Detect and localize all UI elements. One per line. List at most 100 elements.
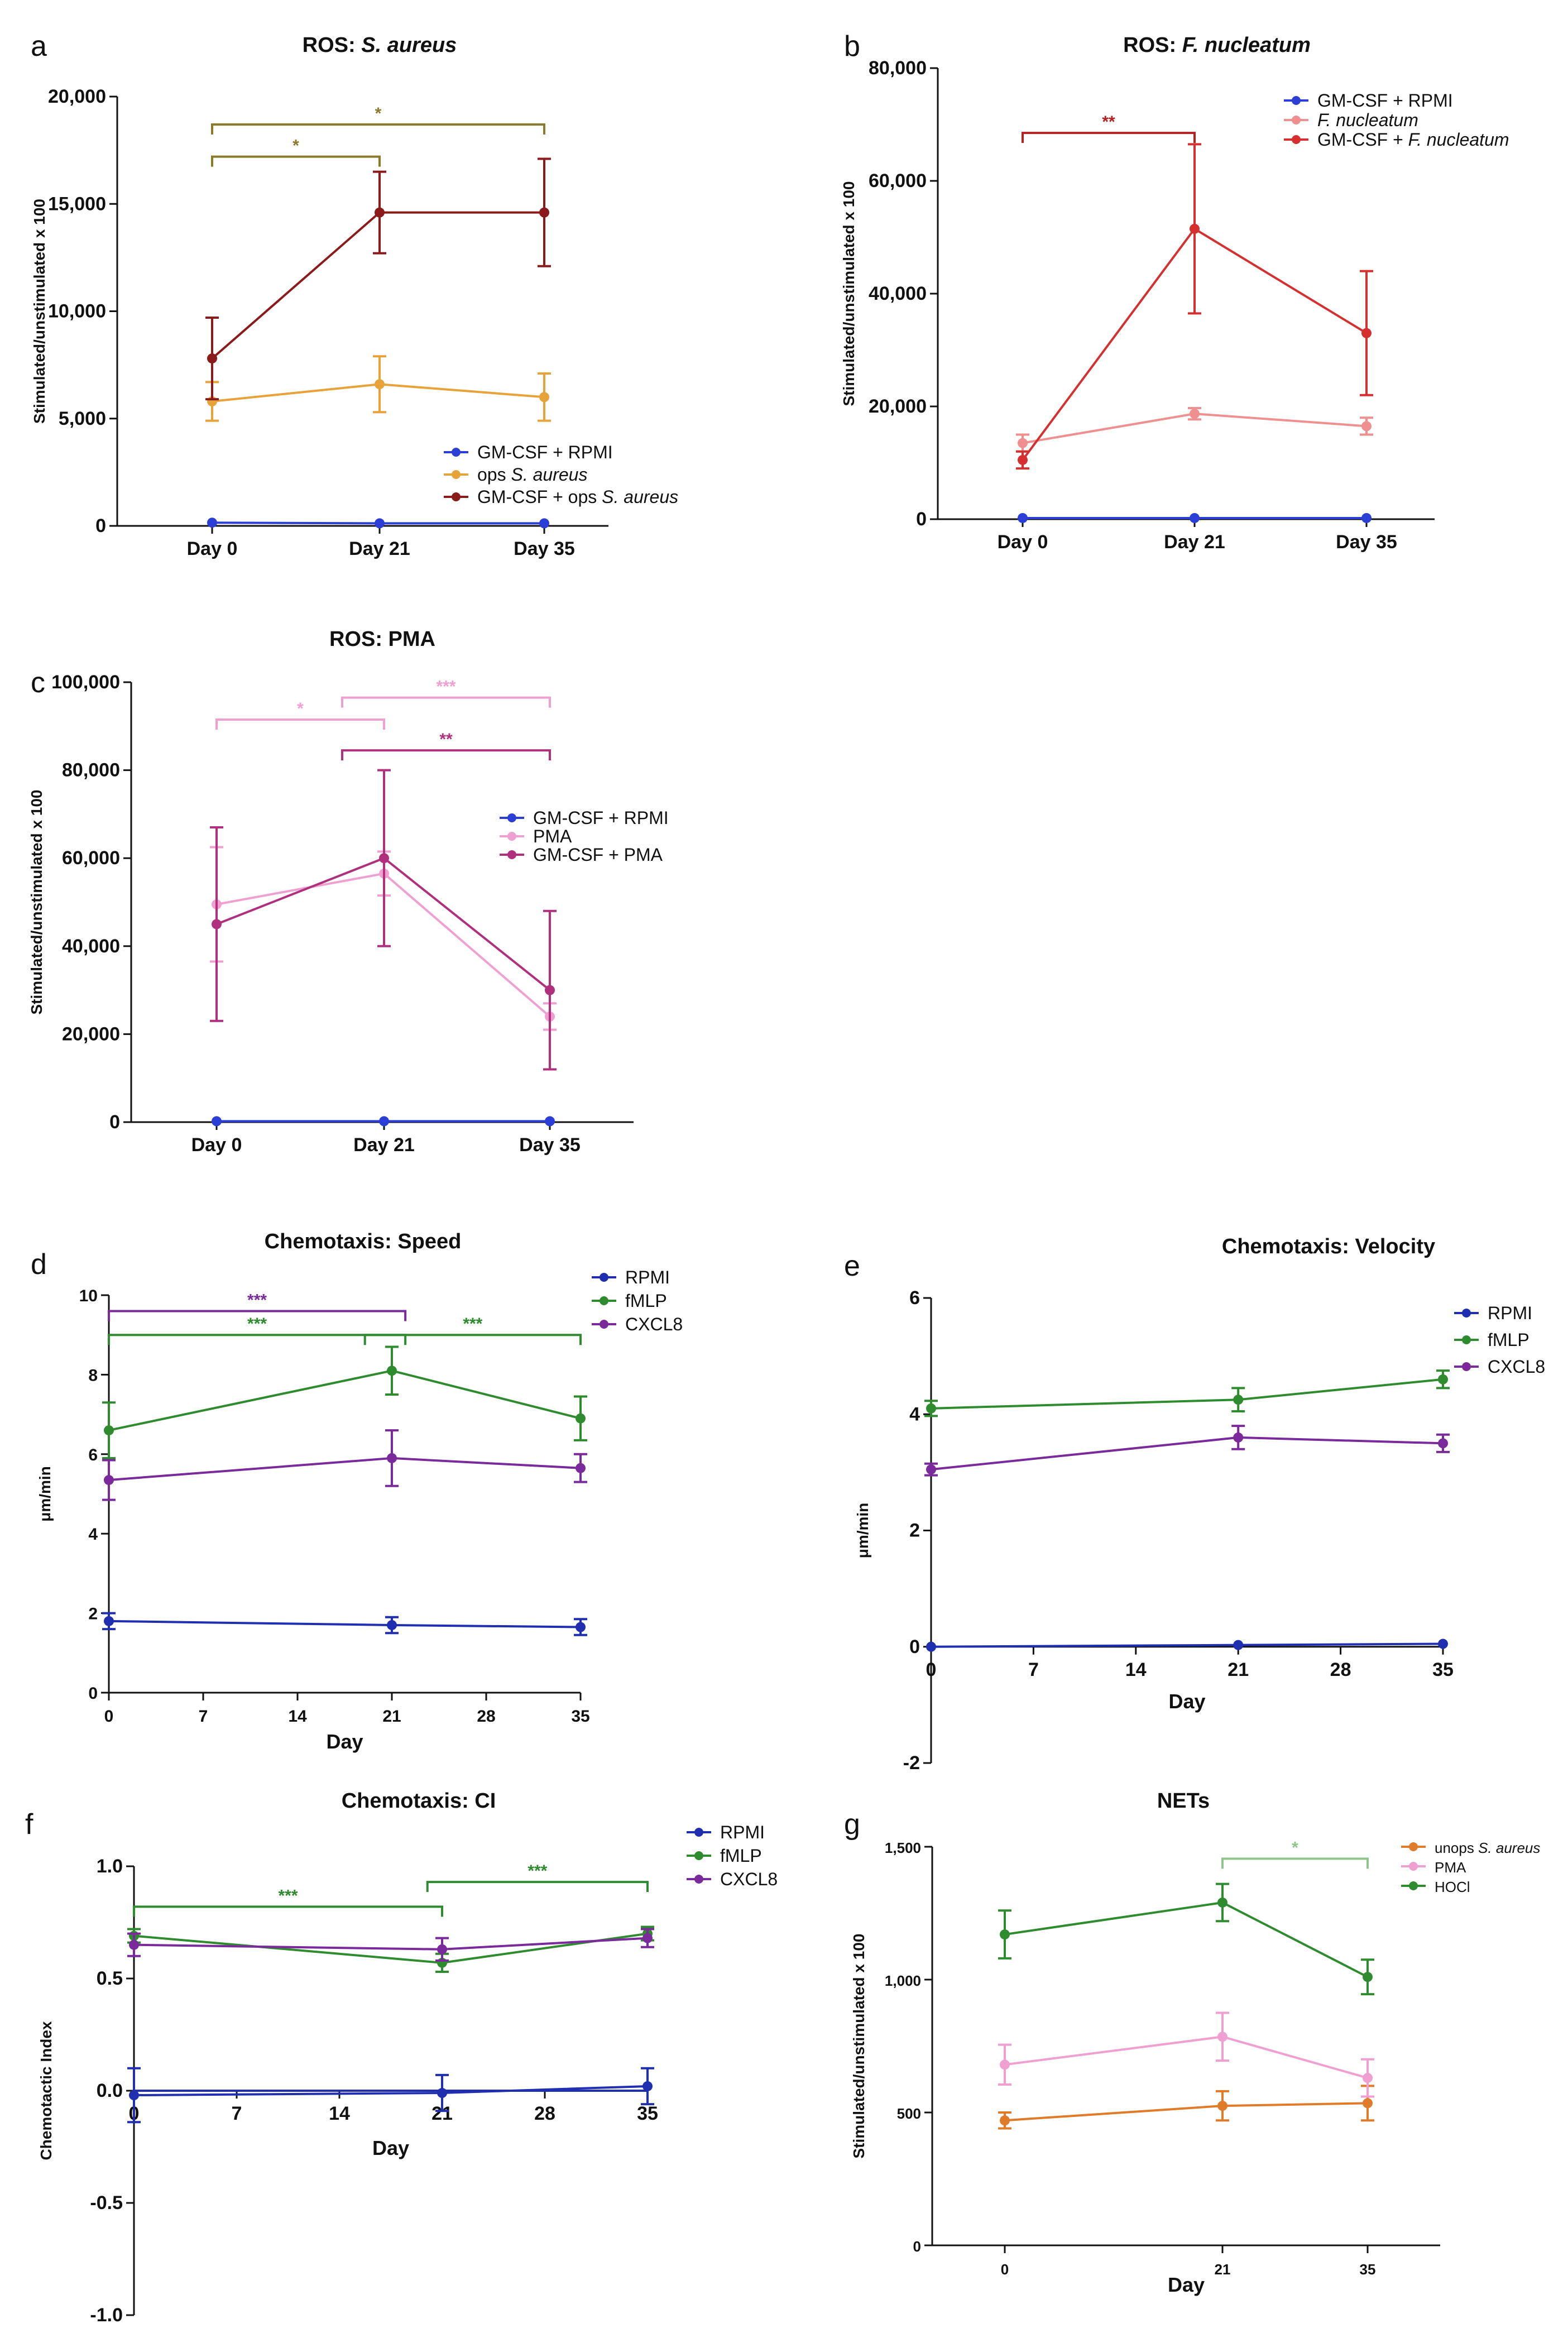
x-tick-label: 0 bbox=[104, 1707, 114, 1726]
data-point bbox=[1438, 1374, 1448, 1385]
series-line bbox=[108, 1620, 581, 1628]
x-tick-label: 0 bbox=[926, 1659, 937, 1680]
x-tick-label: Day 21 bbox=[349, 538, 410, 559]
x-tick-label: 35 bbox=[571, 1707, 589, 1726]
data-point bbox=[642, 1933, 653, 1943]
chart-title-text: ROS: PMA bbox=[329, 627, 435, 651]
y-tick-label: 4 bbox=[909, 1403, 920, 1425]
x-tick-label: Day 35 bbox=[514, 538, 575, 559]
legend-label-part: S. aureus bbox=[511, 464, 587, 485]
data-point bbox=[104, 1616, 114, 1626]
data-point bbox=[576, 1622, 586, 1632]
chart-title: Chemotaxis: Speed bbox=[265, 1230, 462, 1253]
panel-b: b ROS: F. nucleatum 0 20,000 40,000 60,000 80,… bbox=[840, 30, 1509, 553]
y-tick-label: 0.5 bbox=[97, 1968, 123, 1989]
chart-title: Chemotaxis: Velocity bbox=[1222, 1235, 1435, 1258]
series-line bbox=[108, 1457, 581, 1482]
data-point bbox=[375, 379, 385, 390]
y-tick-label: 0 bbox=[95, 515, 106, 536]
y-tick-label: 1.0 bbox=[97, 1856, 123, 1877]
x-tick-label: 28 bbox=[1330, 1659, 1351, 1680]
x-tick-label: 7 bbox=[232, 2103, 242, 2124]
series-line bbox=[931, 1436, 1444, 1471]
data-point bbox=[539, 392, 549, 403]
y-tick-label: 40,000 bbox=[62, 936, 120, 957]
legend-swatch-marker bbox=[1292, 96, 1301, 105]
chart-title-text: ROS: bbox=[303, 33, 362, 57]
data-point bbox=[387, 1620, 397, 1630]
panel-a: a ROS: S. aureus 0 5,000 10,000 15,000 20,000 D… bbox=[31, 30, 678, 559]
legend-label: fMLP bbox=[625, 1291, 667, 1311]
significance-bracket bbox=[108, 1334, 407, 1345]
y-tick-label: 80,000 bbox=[62, 760, 120, 781]
x-tick-label: 14 bbox=[288, 1707, 307, 1726]
y-tick-label: 0 bbox=[909, 1636, 920, 1657]
x-tick-label: 0 bbox=[1001, 2261, 1009, 2278]
significance-label: ** bbox=[1102, 113, 1115, 131]
data-point bbox=[104, 1425, 114, 1436]
chart-title-italic: F. nucleatum bbox=[1182, 33, 1311, 57]
significance-bracket bbox=[363, 1334, 582, 1345]
data-point bbox=[926, 1641, 936, 1652]
x-tick-label: Day 21 bbox=[1164, 531, 1225, 553]
legend-swatch-marker bbox=[452, 448, 461, 457]
panel-d: d Chemotaxis: Speed 0 2 4 6 8 10 0 7 14 21 28 35 Day μm… bbox=[31, 1230, 683, 1753]
series-line bbox=[211, 211, 544, 360]
panel-letter: e bbox=[844, 1250, 860, 1282]
panel-letter: d bbox=[31, 1248, 47, 1281]
legend-label-part: PMA bbox=[1435, 1859, 1466, 1876]
x-tick-label: 14 bbox=[329, 2103, 350, 2124]
legend-swatch-marker bbox=[600, 1296, 608, 1305]
legend-swatch-marker bbox=[507, 813, 516, 822]
data-point bbox=[379, 853, 389, 864]
significance-bracket bbox=[1022, 132, 1196, 143]
legend-swatch-marker bbox=[1292, 135, 1301, 144]
data-point bbox=[545, 985, 555, 995]
x-axis-label: Day bbox=[1168, 2273, 1205, 2296]
significance-bracket bbox=[341, 749, 551, 761]
data-point bbox=[437, 2088, 447, 2099]
x-tick-label: Day 21 bbox=[353, 1134, 415, 1156]
significance-bracket bbox=[211, 155, 381, 167]
legend-swatch-marker bbox=[694, 1851, 703, 1860]
data-point bbox=[1363, 2073, 1373, 2083]
series-line bbox=[1004, 2035, 1368, 2080]
x-tick-label: Day 0 bbox=[187, 538, 238, 559]
significance-label: * bbox=[292, 137, 299, 155]
y-tick-label: -2 bbox=[903, 1752, 920, 1774]
x-tick-label: 21 bbox=[1215, 2261, 1231, 2278]
x-tick-label: 7 bbox=[1028, 1659, 1039, 1680]
y-tick-label: 20,000 bbox=[869, 396, 927, 417]
legend-label-part: fMLP bbox=[720, 1846, 762, 1866]
legend-label-part: GM-CSF + bbox=[1317, 130, 1408, 150]
data-point bbox=[1361, 328, 1372, 338]
legend-label-part: CXCL8 bbox=[625, 1314, 683, 1334]
significance-bracket bbox=[108, 1310, 407, 1321]
legend-swatch-marker bbox=[600, 1273, 608, 1282]
y-axis-label: Chemotactic Index bbox=[37, 2021, 55, 2160]
panel-letter: f bbox=[25, 1808, 33, 1841]
y-tick-label: -1.0 bbox=[90, 2305, 123, 2326]
legend-label: HOCl bbox=[1435, 1879, 1470, 1895]
data-point bbox=[1438, 1438, 1448, 1449]
legend-swatch-marker bbox=[1292, 116, 1301, 124]
significance-bracket bbox=[1221, 1857, 1369, 1869]
data-point bbox=[642, 2081, 653, 2091]
data-point bbox=[1018, 438, 1028, 448]
legend-label-part: fMLP bbox=[1488, 1330, 1529, 1350]
y-tick-label: -0.5 bbox=[90, 2192, 123, 2214]
significance-label: * bbox=[1292, 1838, 1298, 1857]
x-tick-label: 35 bbox=[1360, 2261, 1376, 2278]
y-tick-label: 2 bbox=[909, 1520, 920, 1541]
legend-label-part: CXCL8 bbox=[1488, 1357, 1545, 1377]
significance-bracket bbox=[215, 718, 385, 730]
data-point bbox=[375, 518, 385, 529]
y-tick-label: 15,000 bbox=[48, 193, 106, 214]
data-point bbox=[1233, 1395, 1244, 1405]
legend-label: CXCL8 bbox=[720, 1869, 778, 1889]
data-point bbox=[1190, 223, 1200, 234]
legend-label-part: fMLP bbox=[625, 1291, 667, 1311]
data-point bbox=[1361, 512, 1372, 523]
legend-swatch-marker bbox=[1409, 1881, 1418, 1890]
legend-label: GM-CSF + RPMI bbox=[1317, 90, 1453, 111]
